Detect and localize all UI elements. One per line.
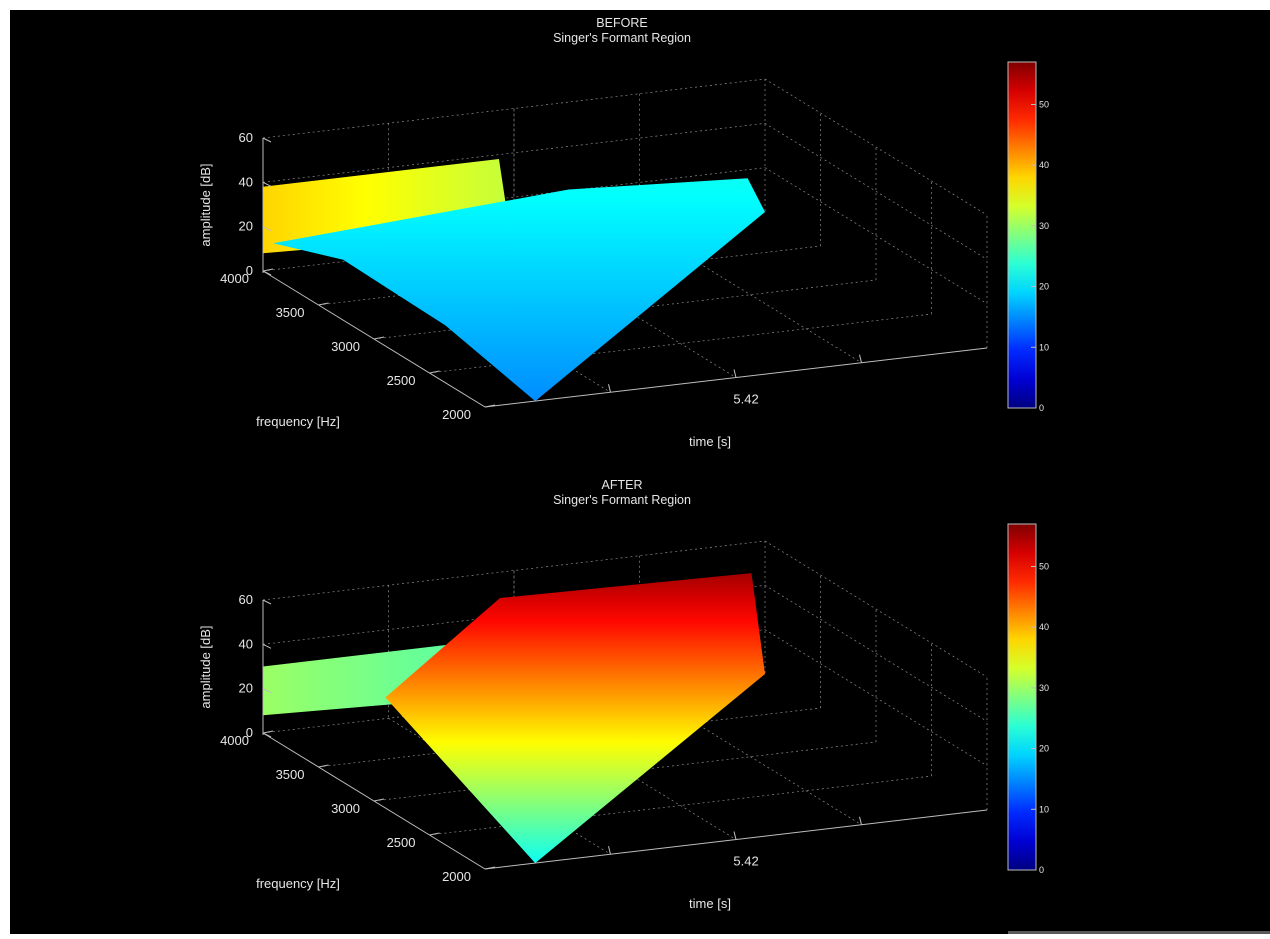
frequency-tick [318,764,329,768]
z-tick-label: 0 [246,263,253,278]
frequency-tick [373,798,385,802]
grid-line [639,226,862,364]
surface-sheet [273,178,765,402]
z-tick-label: 0 [246,725,253,740]
colorbar-tick-label: 40 [1039,160,1049,170]
grid-line [429,775,932,836]
time-tick [733,369,737,378]
z-tick-label: 40 [239,174,253,189]
colorbar-tick-label: 10 [1039,342,1049,352]
frequency-tick [429,832,440,836]
z-tick [262,181,272,187]
time-tick [608,846,611,855]
chart-after: 0 20 40 60 2000 2500 3000 3500 4000 5.42 amplitude… [198,478,1049,911]
z-tick-label: 60 [239,130,253,145]
time-tick [608,384,611,393]
time-axis-label: time [s] [689,896,731,911]
grid-line [764,629,988,766]
frequency-tick-label: 3500 [276,767,305,782]
frequency-tick-label: 4000 [220,271,249,286]
z-axis-label: amplitude [dB] [198,163,213,246]
frequency-axis-label: frequency [Hz] [256,876,340,891]
z-tick [262,599,272,605]
grid-line [429,313,932,374]
grid-line [764,540,988,678]
colorbar-tick-label: 20 [1039,282,1049,292]
frequency-tick [262,268,274,272]
figure: 0 20 40 60 2000 2500 3000 3500 4000 5.42 amplitude… [10,10,1270,934]
z-tick [262,688,272,694]
time-tick [859,816,862,825]
z-tick [262,270,272,276]
chart-subtitle: Singer's Formant Region [553,493,691,507]
frequency-tick-label: 3000 [331,339,360,354]
time-tick [859,354,862,363]
colorbar [1007,61,1037,409]
colorbar-tick-label: 40 [1039,622,1049,632]
surface-sheet [385,573,765,864]
z-tick [262,732,272,738]
colorbar-tick-label: 10 [1039,804,1049,814]
colorbar [1007,523,1037,871]
frequency-tick-label: 2000 [442,869,471,884]
z-tick-label: 20 [239,219,253,234]
time-tick-label: 5.42 [733,853,758,868]
grid-line [262,167,766,228]
colorbar-tick-label: 30 [1039,683,1049,693]
video-progress-bar[interactable] [1008,931,1270,934]
grid-line [318,707,821,768]
colorbar-tick-label: 50 [1039,99,1049,109]
grid-line [262,78,766,139]
grid-line [764,123,988,260]
frequency-tick [484,866,496,870]
frequency-tick-label: 2500 [387,373,416,388]
grid-line [639,688,862,826]
z-axis-label: amplitude [dB] [198,625,213,708]
frequency-tick [262,730,274,734]
frequency-tick-label: 2000 [442,407,471,422]
time-axis-label: time [s] [689,434,731,449]
colorbar-tick-label: 0 [1039,865,1044,875]
grid-line [764,78,988,216]
frequency-tick-label: 4000 [220,733,249,748]
time-tick [733,831,737,840]
frequency-tick [318,302,329,306]
grid-line [373,279,877,340]
grid-line [764,167,988,304]
chart-before: 0 20 40 60 2000 2500 3000 3500 4000 5.42 amplitude… [198,16,1049,449]
colorbar-tick-label: 0 [1039,403,1044,413]
frequency-tick-label: 3500 [276,305,305,320]
frequency-tick [373,336,385,340]
plots-svg: 0204060200025003000350040005.42amplitude… [198,16,1049,911]
grid-line [764,585,988,722]
grid-line [318,245,821,306]
frequency-tick-label: 2500 [387,835,416,850]
grid-line [262,122,766,183]
colorbar-tick-label: 20 [1039,744,1049,754]
z-tick-label: 40 [239,636,253,651]
frequency-axis-label: frequency [Hz] [256,414,340,429]
frequency-tick-label: 3000 [331,801,360,816]
z-tick-label: 60 [239,592,253,607]
grid-line [262,540,766,601]
colorbar-tick-label: 50 [1039,561,1049,571]
z-tick [262,137,272,143]
colorbar-tick-label: 30 [1039,221,1049,231]
z-tick [262,226,272,232]
grid-line [373,741,877,802]
chart-title: BEFORE [596,16,647,30]
chart-title: AFTER [602,478,643,492]
time-tick-label: 5.42 [733,391,758,406]
frequency-tick [429,370,440,374]
z-tick-label: 20 [239,681,253,696]
chart-subtitle: Singer's Formant Region [553,31,691,45]
z-tick [262,643,272,649]
frequency-tick [484,404,496,408]
